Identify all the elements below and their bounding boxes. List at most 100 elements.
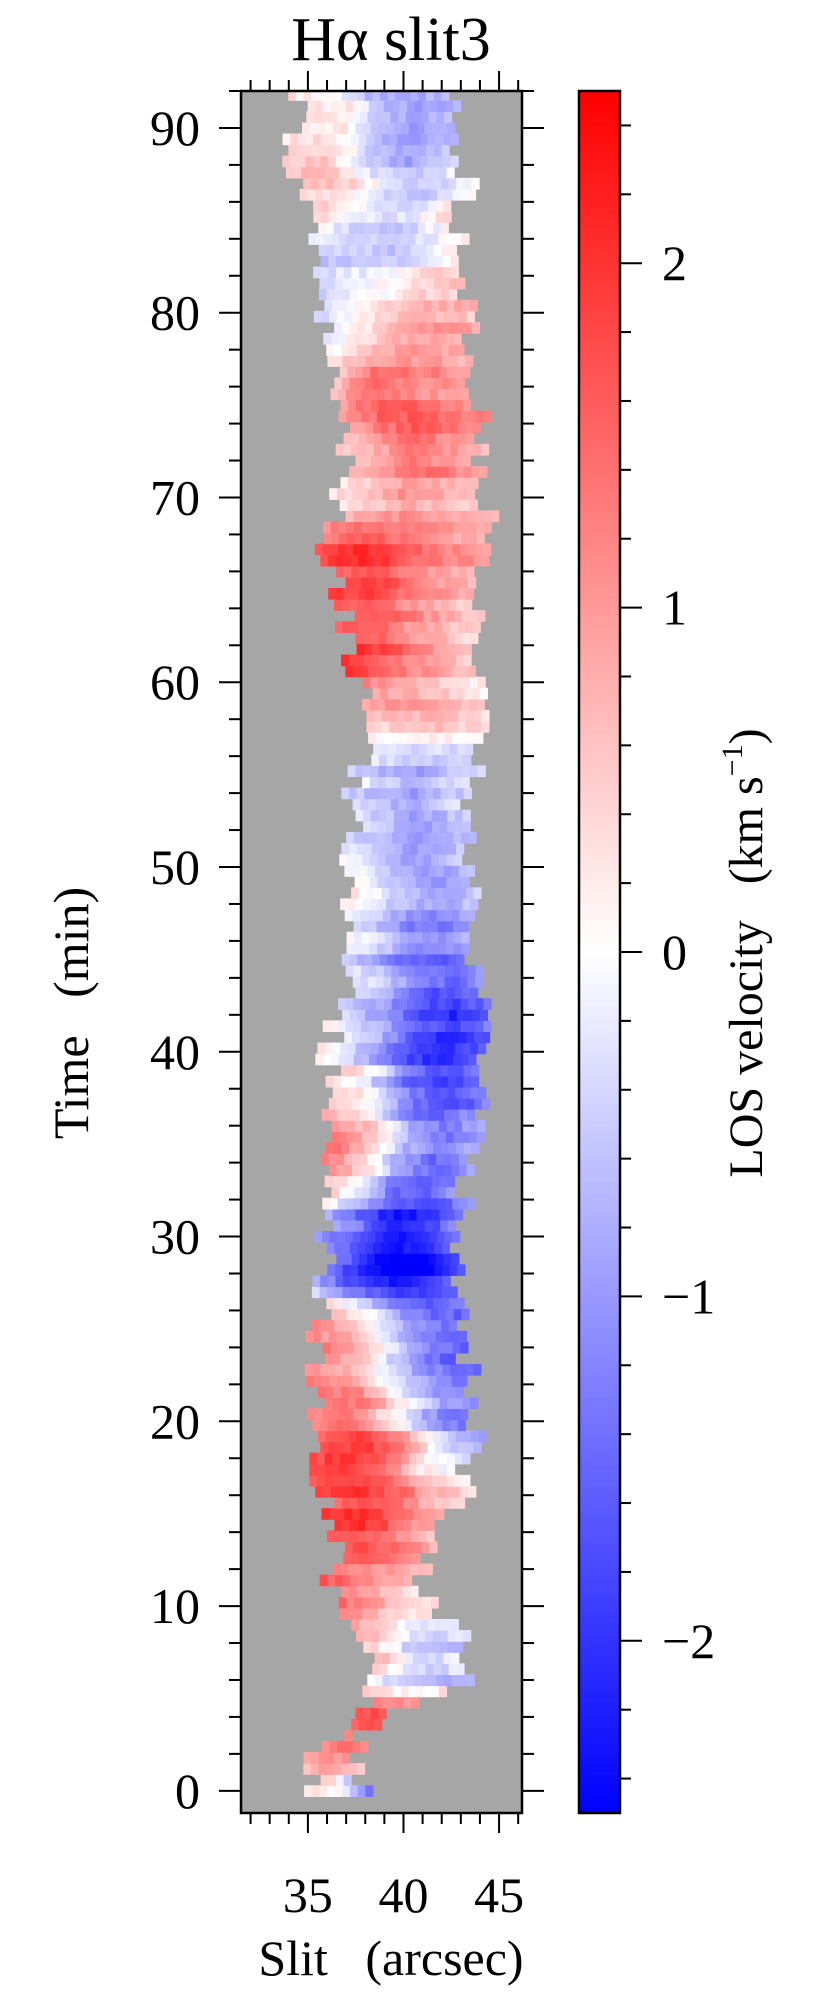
heatmap-cell bbox=[381, 1419, 390, 1432]
heatmap-cell bbox=[468, 410, 477, 423]
heatmap-cell bbox=[409, 1641, 418, 1653]
heatmap-cell bbox=[394, 1142, 404, 1154]
heatmap-cell bbox=[429, 100, 439, 112]
heatmap-cell bbox=[320, 1419, 329, 1432]
heatmap-cell bbox=[425, 1430, 434, 1443]
heatmap-cell bbox=[430, 1596, 439, 1609]
heatmap-cell bbox=[414, 1020, 423, 1033]
heatmap-cell bbox=[426, 355, 436, 367]
heatmap-cell bbox=[436, 976, 446, 988]
heatmap-cell bbox=[328, 266, 337, 279]
heatmap-cell bbox=[393, 299, 402, 312]
heatmap-cell bbox=[352, 865, 361, 877]
heatmap-cell bbox=[342, 355, 351, 367]
heatmap-cell bbox=[419, 887, 429, 900]
heatmap-cell bbox=[360, 188, 370, 201]
heatmap-cell bbox=[380, 1319, 389, 1332]
heatmap-cell bbox=[348, 1563, 357, 1576]
heatmap-cell bbox=[397, 255, 406, 268]
heatmap-cell bbox=[415, 233, 424, 245]
heatmap-cell bbox=[393, 366, 402, 378]
heatmap-cell bbox=[471, 1064, 480, 1077]
heatmap-cell bbox=[450, 554, 459, 567]
heatmap-cell bbox=[415, 410, 424, 423]
heatmap-cell bbox=[336, 1508, 345, 1520]
heatmap-cell bbox=[435, 1330, 445, 1343]
y-tick-label: 80 bbox=[150, 285, 200, 341]
heatmap-cell bbox=[376, 1053, 385, 1066]
heatmap-cell bbox=[289, 155, 299, 168]
heatmap-cell bbox=[465, 443, 474, 456]
heatmap-cell bbox=[340, 1397, 349, 1409]
heatmap-cell bbox=[438, 1131, 447, 1143]
heatmap-cell bbox=[419, 155, 429, 168]
heatmap-cell bbox=[336, 1097, 345, 1110]
heatmap-cell bbox=[392, 1596, 401, 1609]
heatmap-cell bbox=[395, 421, 405, 434]
heatmap-cell bbox=[412, 1253, 422, 1265]
heatmap-cell bbox=[435, 443, 444, 456]
heatmap-cell bbox=[412, 155, 421, 168]
heatmap-cell bbox=[378, 1208, 387, 1221]
heatmap-cell bbox=[406, 576, 415, 589]
heatmap-cell bbox=[367, 1109, 376, 1121]
heatmap-cell bbox=[475, 1020, 484, 1033]
heatmap-cell bbox=[454, 1208, 464, 1221]
heatmap-cell bbox=[367, 1330, 376, 1343]
heatmap-cell bbox=[470, 1042, 479, 1055]
heatmap-cell bbox=[378, 1175, 387, 1188]
heatmap-cell bbox=[395, 91, 404, 101]
heatmap-cell bbox=[469, 499, 478, 512]
heatmap-cell bbox=[328, 554, 337, 567]
heatmap-cell bbox=[343, 155, 352, 168]
heatmap-cell bbox=[432, 1042, 441, 1055]
heatmap-cell bbox=[327, 1441, 337, 1454]
heatmap-cell bbox=[435, 565, 444, 578]
heatmap-cell bbox=[465, 554, 474, 567]
heatmap-cell bbox=[364, 1297, 373, 1310]
heatmap-cell bbox=[338, 388, 347, 401]
heatmap-cell bbox=[462, 632, 471, 645]
heatmap-cell bbox=[416, 809, 425, 822]
heatmap-cell bbox=[456, 321, 465, 334]
heatmap-cell bbox=[341, 288, 351, 301]
heatmap-cell bbox=[463, 1630, 472, 1642]
heatmap-cell bbox=[472, 621, 481, 633]
heatmap-cell bbox=[422, 964, 431, 977]
heatmap-cell bbox=[394, 1352, 403, 1365]
heatmap-cell bbox=[357, 1497, 366, 1509]
heatmap-cell bbox=[387, 377, 397, 390]
heatmap-cell bbox=[346, 1186, 356, 1199]
heatmap-cell bbox=[372, 1497, 382, 1509]
heatmap-cell bbox=[386, 399, 395, 412]
heatmap-cell bbox=[362, 1175, 372, 1188]
heatmap-cell bbox=[454, 1120, 463, 1132]
heatmap-cell bbox=[447, 754, 457, 766]
heatmap-cell bbox=[372, 377, 381, 390]
heatmap-cell bbox=[331, 166, 341, 179]
heatmap-cell bbox=[449, 1264, 458, 1276]
heatmap-cell bbox=[369, 831, 378, 844]
heatmap-cell bbox=[355, 1707, 364, 1720]
heatmap-cell bbox=[383, 1230, 392, 1243]
heatmap-cell bbox=[341, 1319, 351, 1332]
heatmap-cell bbox=[374, 310, 384, 323]
heatmap-cell bbox=[387, 288, 397, 301]
heatmap-cell bbox=[395, 244, 404, 257]
heatmap-cell bbox=[428, 1164, 437, 1177]
heatmap-cell bbox=[373, 554, 383, 567]
heatmap-cell bbox=[459, 1674, 468, 1687]
heatmap-cell bbox=[455, 1630, 464, 1642]
heatmap-cell bbox=[453, 920, 462, 933]
heatmap-cell bbox=[327, 277, 336, 290]
heatmap-cell bbox=[307, 188, 316, 201]
heatmap-cell bbox=[342, 1785, 351, 1797]
heatmap-cell bbox=[357, 91, 366, 101]
heatmap-cell bbox=[342, 1286, 351, 1299]
heatmap-cell bbox=[401, 1086, 410, 1099]
heatmap-cell bbox=[432, 809, 441, 822]
heatmap-cell bbox=[359, 1253, 368, 1265]
heatmap-cell bbox=[415, 1131, 424, 1143]
heatmap-cell bbox=[363, 1042, 372, 1055]
heatmap-cell bbox=[427, 721, 436, 733]
